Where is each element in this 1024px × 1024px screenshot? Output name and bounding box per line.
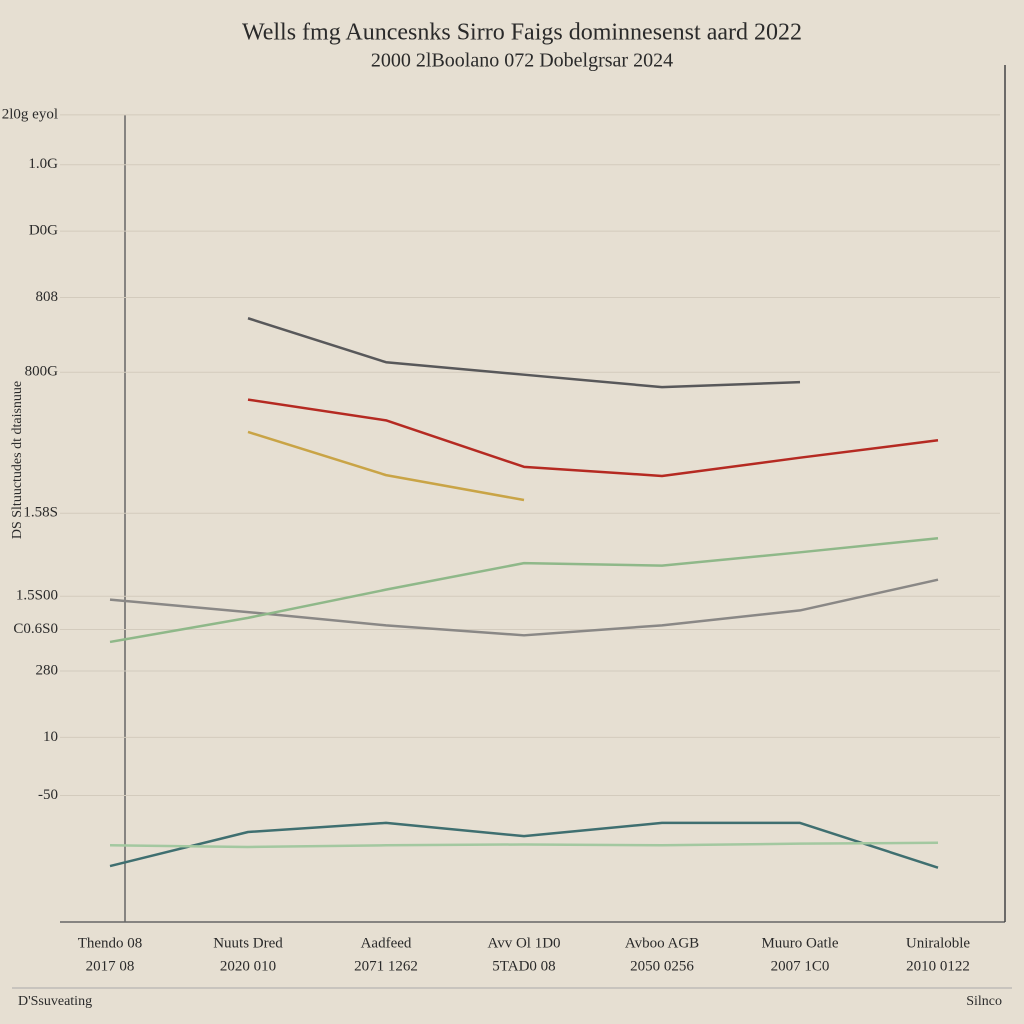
x-tick-label: Avv Ol 1D0 bbox=[487, 935, 560, 951]
series-line bbox=[247, 430, 525, 502]
x-tick-sublabel: 2050 0256 bbox=[630, 958, 694, 974]
y-tick-label: 2l0g eyol bbox=[2, 106, 58, 122]
x-tick-label: Muuro Oatle bbox=[761, 935, 838, 951]
footer-right: Silnco bbox=[966, 994, 1002, 1009]
series-line bbox=[247, 317, 801, 389]
x-tick-sublabel: 5TAD0 08 bbox=[492, 958, 555, 974]
series-line bbox=[109, 841, 939, 849]
x-tick-sublabel: 2010 0122 bbox=[906, 958, 970, 974]
y-tick-label: D0G bbox=[29, 223, 58, 239]
x-tick-label: Aadfeed bbox=[361, 935, 412, 951]
y-tick-label: 1.5S00 bbox=[16, 588, 58, 604]
series-line bbox=[109, 536, 939, 644]
chart-subtitle: 2000 2lBoolano 072 Dobelgrsar 2024 bbox=[371, 50, 673, 72]
x-tick-label: Thendo 08 bbox=[78, 935, 143, 951]
x-tick-sublabel: 2007 1C0 bbox=[771, 958, 830, 974]
chart-title: Wells fmg Auncesnks Sirro Faigs dominnes… bbox=[242, 20, 802, 46]
x-tick-label: Nuuts Dred bbox=[213, 935, 283, 951]
footer-left: D'Ssuveating bbox=[18, 994, 92, 1009]
y-tick-label: 1.58S bbox=[23, 505, 58, 521]
y-tick-label: C0.6S0 bbox=[13, 621, 58, 637]
series-line bbox=[109, 578, 939, 637]
y-tick-label: 10 bbox=[43, 729, 58, 745]
y-tick-label: 1.0G bbox=[28, 156, 58, 172]
y-tick-label: 280 bbox=[36, 662, 59, 678]
x-tick-sublabel: 2071 1262 bbox=[354, 958, 418, 974]
y-axis-label: DS Sltuuctudes dt dtaisnuue bbox=[10, 381, 25, 539]
y-tick-label: 800G bbox=[25, 364, 59, 380]
series-line bbox=[247, 398, 939, 478]
x-tick-sublabel: 2017 08 bbox=[86, 958, 135, 974]
y-tick-label: 808 bbox=[36, 289, 59, 305]
x-tick-sublabel: 2020 010 bbox=[220, 958, 276, 974]
series-line bbox=[109, 821, 939, 869]
x-tick-label: Uniraloble bbox=[906, 935, 970, 951]
x-tick-label: Avboo AGB bbox=[625, 935, 699, 951]
y-tick-label: -50 bbox=[38, 787, 58, 803]
